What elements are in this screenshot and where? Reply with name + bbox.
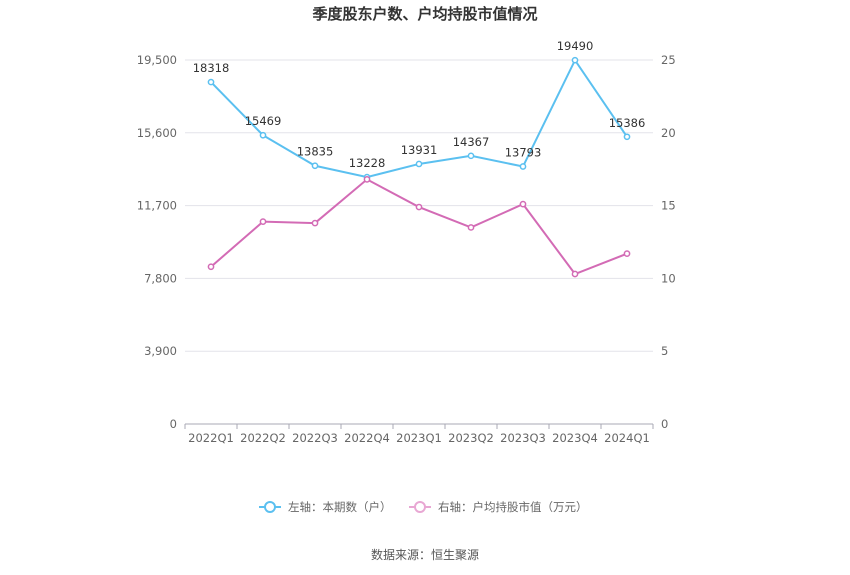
left-tick-label: 0	[170, 417, 177, 431]
data-point	[415, 203, 423, 211]
legend-label: 左轴：本期数（户）	[288, 500, 392, 514]
legend[interactable]: 左轴：本期数（户） 右轴：户均持股市值（万元）	[259, 500, 588, 514]
x-tick-label: 2023Q2	[448, 431, 494, 445]
data-point	[207, 78, 215, 86]
series-group: 18318 15469 13835 13228 13931 14367 13793 19490…	[193, 39, 646, 278]
data-label: 13228	[349, 156, 386, 170]
x-tick-label: 2024Q1	[604, 431, 650, 445]
data-point	[467, 152, 475, 160]
data-label: 13793	[505, 146, 542, 160]
left-tick-label: 19,500	[137, 53, 177, 67]
legend-item-right-axis[interactable]: 右轴：户均持股市值（万元）	[409, 500, 588, 514]
chart-title: 季度股东户数、户均持股市值情况	[312, 5, 537, 23]
x-tick-label: 2022Q2	[240, 431, 286, 445]
right-tick-label: 15	[661, 199, 676, 213]
data-label: 18318	[193, 61, 230, 75]
data-label: 14367	[453, 135, 490, 149]
right-tick-label: 0	[661, 417, 668, 431]
right-axis: 0 5 10 15 20 25	[661, 53, 676, 431]
right-tick-label: 10	[661, 271, 676, 285]
left-tick-label: 15,600	[137, 126, 177, 140]
right-tick-label: 25	[661, 53, 676, 67]
data-label: 15469	[245, 114, 282, 128]
x-tick-label: 2023Q1	[396, 431, 442, 445]
x-tick-label: 2022Q1	[188, 431, 234, 445]
data-point	[259, 131, 267, 139]
series-line-right	[210, 178, 628, 276]
left-axis: 0 3,900 7,800 11,700 15,600 19,500	[137, 53, 177, 431]
source-note: 数据来源：恒生聚源	[371, 547, 479, 562]
data-point	[623, 133, 631, 141]
x-tick-label: 2023Q3	[500, 431, 546, 445]
data-point	[571, 56, 579, 64]
legend-item-left-axis[interactable]: 左轴：本期数（户）	[259, 500, 392, 514]
left-tick-label: 3,900	[144, 344, 177, 358]
right-tick-label: 20	[661, 126, 676, 140]
data-point	[415, 160, 423, 168]
x-tick-label: 2022Q4	[344, 431, 390, 445]
data-point	[311, 219, 319, 227]
data-point	[467, 224, 475, 231]
x-tick-label: 2023Q4	[552, 431, 598, 445]
data-point	[519, 200, 527, 208]
data-point	[363, 176, 371, 183]
right-tick-label: 5	[661, 344, 668, 358]
data-point	[519, 163, 527, 170]
x-axis: 2022Q1 2022Q2 2022Q3 2022Q4 2023Q1 2023Q2 2023…	[184, 423, 654, 445]
data-label: 15386	[609, 116, 646, 130]
data-label: 19490	[557, 39, 594, 53]
data-point	[311, 162, 319, 170]
data-label: 13835	[297, 145, 334, 159]
legend-marker	[414, 501, 426, 513]
left-tick-label: 11,700	[137, 199, 177, 213]
data-point	[623, 250, 631, 257]
legend-marker	[264, 501, 276, 513]
left-tick-label: 7,800	[144, 271, 177, 285]
data-point	[259, 218, 267, 225]
x-tick-label: 2022Q3	[292, 431, 338, 445]
data-point	[207, 263, 215, 271]
data-point	[571, 270, 579, 278]
legend-label: 右轴：户均持股市值（万元）	[438, 500, 588, 514]
data-label: 13931	[401, 143, 438, 157]
